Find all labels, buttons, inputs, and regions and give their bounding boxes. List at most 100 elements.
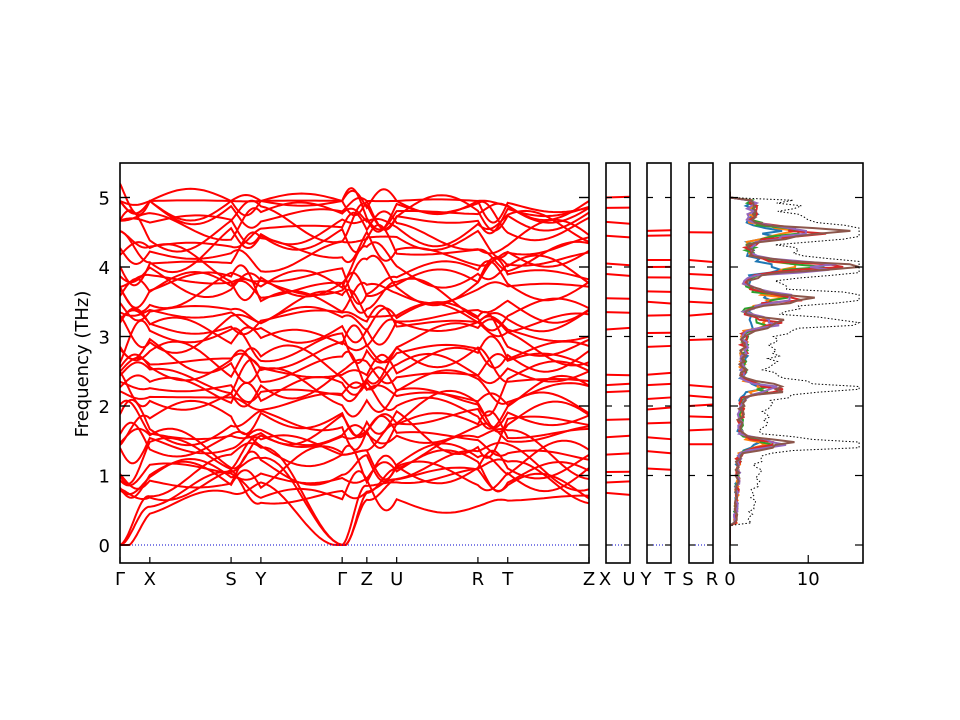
small-panel-frame xyxy=(646,162,672,564)
flat-band-line xyxy=(605,434,631,439)
y-tick-label: 3 xyxy=(99,328,110,349)
flat-band-line xyxy=(605,326,631,331)
flat-band-line xyxy=(688,428,714,432)
flat-band-line xyxy=(646,290,672,293)
flat-band-line xyxy=(688,272,714,277)
partial-dos-line xyxy=(730,191,860,545)
flat-band-line xyxy=(605,234,631,239)
optical-branch-line xyxy=(120,201,589,248)
optical-branch-line xyxy=(120,358,589,418)
flat-band-line xyxy=(605,452,631,456)
dos-plot-area xyxy=(730,191,861,545)
flat-band-line xyxy=(688,394,714,399)
y-tick-label: 1 xyxy=(99,467,110,488)
small-panel-frame xyxy=(688,162,714,564)
x-tick-label: Y xyxy=(254,569,267,590)
x-tick-label: Γ xyxy=(337,569,347,590)
y-tick-label: 0 xyxy=(99,536,110,557)
flat-band-line xyxy=(688,300,714,304)
y-axis-title: Frequency (THz) xyxy=(72,291,93,438)
flat-band-line xyxy=(605,390,631,394)
flat-band-line xyxy=(646,344,672,348)
optical-branch-line xyxy=(120,270,589,332)
x-tick-label: R xyxy=(472,569,485,590)
optical-branch-line xyxy=(120,374,589,430)
y-tick-label: 4 xyxy=(99,258,110,279)
optical-branch-line xyxy=(120,187,589,224)
optical-branch-line xyxy=(120,340,589,389)
flat-band-line xyxy=(646,421,672,425)
optical-branch-line xyxy=(120,335,589,379)
flat-band-line xyxy=(646,371,672,376)
optical-branch-line xyxy=(120,288,589,333)
x-tick-label: 10 xyxy=(797,569,820,590)
optical-branch-line xyxy=(120,200,589,246)
flat-band-line xyxy=(605,311,631,314)
y-tick-label: 5 xyxy=(99,189,110,210)
x-tick-label: R xyxy=(706,569,719,590)
optical-branch-line xyxy=(120,260,589,313)
optical-branch-line xyxy=(120,349,589,391)
density-of-states-panel: 0 10 xyxy=(724,162,864,590)
optical-branch-line xyxy=(120,457,589,514)
flat-band-line xyxy=(688,259,714,263)
dos-panel-frame xyxy=(729,162,864,564)
flat-band-line xyxy=(646,450,672,455)
optical-branch-line xyxy=(120,241,589,302)
x-tick-label: 0 xyxy=(724,569,735,590)
flat-band-line xyxy=(646,382,672,387)
band-panel-frame xyxy=(119,162,590,564)
x-tick-label: X xyxy=(144,569,156,590)
flat-band-line xyxy=(605,262,631,267)
optical-branch-line xyxy=(120,194,589,232)
optical-branch-line xyxy=(120,444,589,499)
optical-branch-line xyxy=(120,299,589,346)
flat-band-line xyxy=(605,480,631,484)
optical-branch-line xyxy=(120,183,589,222)
flat-band-line xyxy=(646,396,672,401)
x-tick-label: Z xyxy=(583,569,595,590)
flat-band-line xyxy=(646,467,672,471)
flat-band-line xyxy=(605,272,631,277)
x-tick-label: Y xyxy=(640,569,653,590)
flat-band-line xyxy=(646,229,672,232)
x-tick-label: S xyxy=(682,569,693,590)
small-panel-frame xyxy=(605,162,631,564)
x-tick-label: U xyxy=(390,569,403,590)
y-tick-label: 2 xyxy=(99,397,110,418)
optical-branch-line xyxy=(120,223,589,273)
optical-branch-line xyxy=(120,337,589,384)
optical-branch-line xyxy=(120,381,589,415)
optical-branch-line xyxy=(120,304,589,338)
flat-band-line xyxy=(605,418,631,421)
x-tick-label: Z xyxy=(361,569,373,590)
x-tick-label: Γ xyxy=(115,569,125,590)
optical-branch-line xyxy=(120,439,589,490)
acoustic-branch-line xyxy=(120,427,589,546)
flat-band-line xyxy=(605,220,631,225)
flat-band-line xyxy=(646,406,672,411)
flat-band-line xyxy=(605,491,631,496)
flat-band-line xyxy=(688,415,714,419)
band-structure-plot-area xyxy=(120,183,589,546)
x-tick-label: T xyxy=(664,569,677,590)
optical-branch-line xyxy=(120,366,589,405)
flat-band-line xyxy=(688,338,714,341)
x-tick-label: S xyxy=(225,569,236,590)
optical-branch-line xyxy=(120,301,589,357)
flat-band-line xyxy=(605,297,631,300)
flat-band-line xyxy=(646,300,672,305)
x-tick-label: X xyxy=(599,569,611,590)
flat-band-line xyxy=(605,382,631,387)
flat-band-line xyxy=(688,312,714,317)
flat-band-line xyxy=(688,384,714,389)
flat-band-line xyxy=(688,286,714,291)
optical-branch-line xyxy=(120,229,589,287)
flat-band-line xyxy=(646,436,672,441)
